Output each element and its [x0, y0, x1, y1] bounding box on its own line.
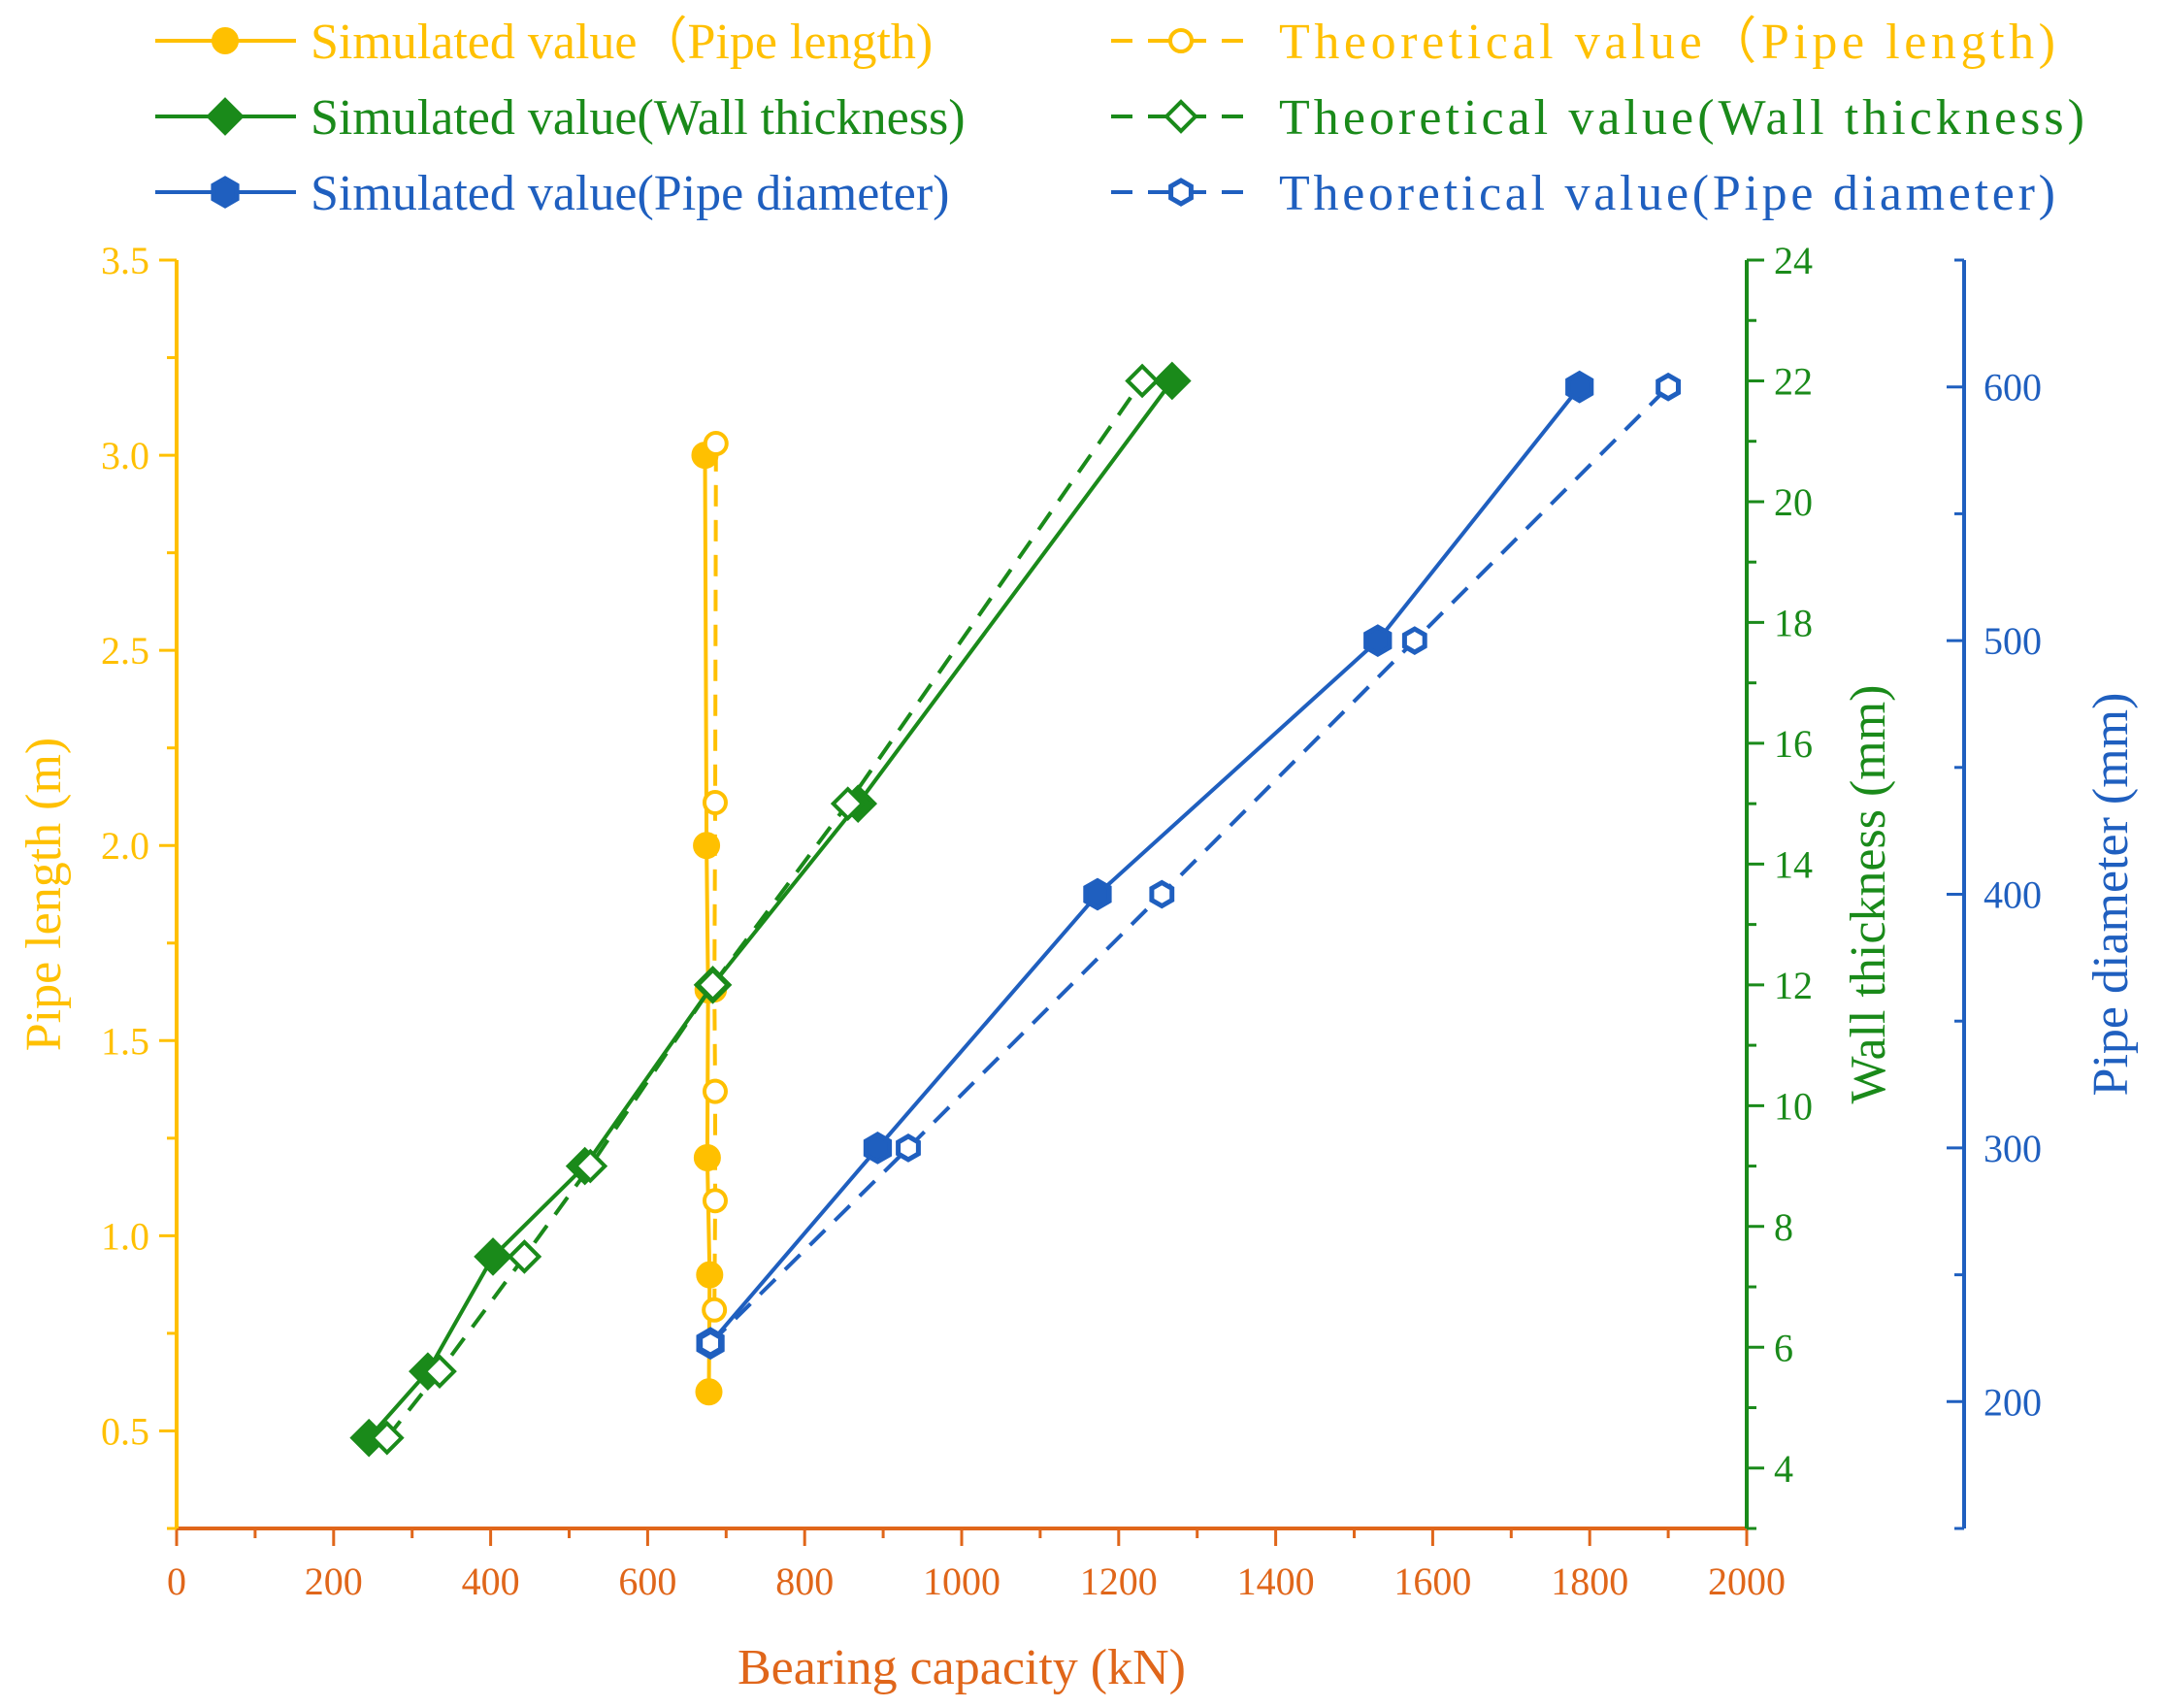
x-axis-title: Bearing capacity (kN)	[738, 1640, 1186, 1695]
data-point-theo_wall	[422, 1354, 457, 1390]
x-tick-label: 1800	[1551, 1560, 1628, 1603]
left-y-tick-label: 2.0	[101, 824, 149, 868]
x-tick-label: 800	[775, 1560, 834, 1603]
data-point-sim_length	[693, 1143, 721, 1171]
data-point-theo_wall	[1125, 363, 1160, 399]
series-line-theo_diam	[708, 385, 1670, 1345]
data-point-theo_diam	[896, 1133, 921, 1163]
x-tick-label: 1000	[923, 1560, 1000, 1603]
diameter-y-tick-label: 300	[1984, 1127, 2042, 1170]
wall-y-tick-label: 22	[1774, 359, 1813, 403]
legend-label: Simulated value（Pipe length)	[311, 15, 933, 70]
x-tick-label: 0	[167, 1560, 186, 1603]
legend-item-sim_length: Simulated value（Pipe length)	[155, 15, 933, 70]
legend-marker-sim_length	[212, 27, 239, 54]
series-theo_diam	[698, 372, 1681, 1359]
diameter-y-tick-label: 600	[1984, 366, 2042, 410]
wall-y-tick-label: 10	[1774, 1084, 1813, 1128]
data-point-sim_length	[695, 1378, 723, 1406]
x-tick-label: 1400	[1237, 1560, 1315, 1603]
diameter-y-axis-title: Pipe diameter (mm)	[2083, 693, 2139, 1097]
x-tick-label: 600	[618, 1560, 676, 1603]
data-point-sim_wall	[1152, 361, 1192, 401]
series-line-sim_diam	[708, 385, 1582, 1345]
series-sim_length	[691, 442, 724, 1406]
diameter-y-tick-label: 200	[1984, 1380, 2042, 1424]
legend-marker-theo_length	[1168, 28, 1194, 53]
legend-label: Theoretical value（Pipe length)	[1279, 15, 2055, 70]
legend-marker-theo_wall	[1164, 99, 1198, 134]
data-point-sim_length	[696, 1261, 724, 1289]
diameter-y-tick-label: 400	[1984, 873, 2042, 917]
x-tick-label: 200	[305, 1560, 363, 1603]
legend-marker-theo_diam	[1168, 178, 1194, 207]
data-point-sim_length	[693, 832, 721, 860]
series-sim_wall	[349, 361, 1192, 1458]
wall-y-tick-label: 12	[1774, 964, 1813, 1007]
data-point-sim_diam	[863, 1132, 893, 1165]
data-point-theo_wall	[507, 1239, 542, 1274]
legend-marker-sim_wall	[206, 97, 245, 136]
wall-y-tick-label: 18	[1774, 601, 1813, 644]
plot-area	[349, 361, 1681, 1458]
legend-item-theo_wall: Theoretical value(Wall thickness)	[1111, 90, 2084, 146]
axes: 0 200 400 600 800 1000 1200 1400 1600 1800 2000 Bea…	[16, 239, 2139, 1695]
data-point-theo_length	[703, 431, 729, 457]
data-point-sim_diam	[1083, 877, 1112, 911]
wall-y-axis-title: Wall thickness (mm)	[1841, 685, 1896, 1104]
legend-item-sim_wall: Simulated value(Wall thickness)	[155, 90, 966, 146]
legend-label: Simulated value(Pipe diameter)	[311, 166, 949, 221]
legend: Simulated value（Pipe length) Theoretical …	[155, 15, 2084, 221]
wall-y-tick-label: 8	[1774, 1205, 1793, 1249]
x-tick-label: 400	[462, 1560, 520, 1603]
x-tick-label: 2000	[1708, 1560, 1786, 1603]
series-line-theo_length	[712, 443, 718, 1310]
data-point-theo_length	[702, 789, 728, 815]
wall-y-tick-label: 4	[1774, 1447, 1793, 1491]
data-point-theo_wall	[369, 1420, 405, 1456]
data-point-theo_diam	[1656, 372, 1681, 402]
series-line-sim_wall	[367, 379, 1174, 1439]
series-sim_diam	[696, 370, 1594, 1361]
legend-label: Theoretical value(Pipe diameter)	[1279, 166, 2055, 221]
data-point-sim_wall	[474, 1237, 512, 1276]
data-point-sim_diam	[1363, 624, 1393, 657]
diameter-y-tick-label: 500	[1984, 619, 2042, 663]
x-tick-label: 1600	[1393, 1560, 1471, 1603]
left-y-tick-label: 0.5	[101, 1409, 149, 1453]
series-theo_wall	[369, 363, 1160, 1456]
legend-item-theo_diam: Theoretical value(Pipe diameter)	[1111, 166, 2055, 221]
data-point-theo_wall	[830, 786, 866, 821]
data-point-theo_diam	[1149, 879, 1175, 909]
legend-marker-sim_diam	[211, 176, 240, 209]
wall-y-tick-label: 20	[1774, 480, 1813, 524]
wall-y-tick-label: 6	[1774, 1326, 1793, 1369]
wall-y-tick-label: 14	[1774, 842, 1813, 886]
data-point-theo_length	[702, 1297, 728, 1323]
left-y-tick-label: 3.5	[101, 239, 149, 282]
left-y-axis-title: Pipe length (m)	[16, 738, 72, 1052]
data-point-theo_wall	[573, 1148, 608, 1184]
legend-label: Simulated value(Wall thickness)	[311, 90, 966, 146]
data-point-theo_diam	[1401, 626, 1427, 655]
left-y-tick-label: 2.5	[101, 629, 149, 673]
data-point-theo_length	[702, 1188, 728, 1214]
data-point-theo_wall	[695, 968, 731, 1002]
wall-y-tick-label: 24	[1774, 239, 1813, 282]
left-y-tick-label: 3.0	[101, 434, 149, 477]
legend-item-sim_diam: Simulated value(Pipe diameter)	[155, 166, 949, 221]
data-point-sim_diam	[1565, 370, 1594, 404]
legend-label: Theoretical value(Wall thickness)	[1279, 90, 2084, 146]
legend-item-theo_length: Theoretical value（Pipe length)	[1111, 15, 2055, 70]
left-y-tick-label: 1.5	[101, 1019, 149, 1063]
left-y-tick-label: 1.0	[101, 1214, 149, 1258]
data-point-theo_diam	[698, 1329, 723, 1359]
series-line-sim_length	[703, 455, 712, 1393]
data-point-theo_length	[702, 1078, 728, 1104]
x-tick-label: 1200	[1080, 1560, 1158, 1603]
wall-y-tick-label: 16	[1774, 722, 1813, 766]
